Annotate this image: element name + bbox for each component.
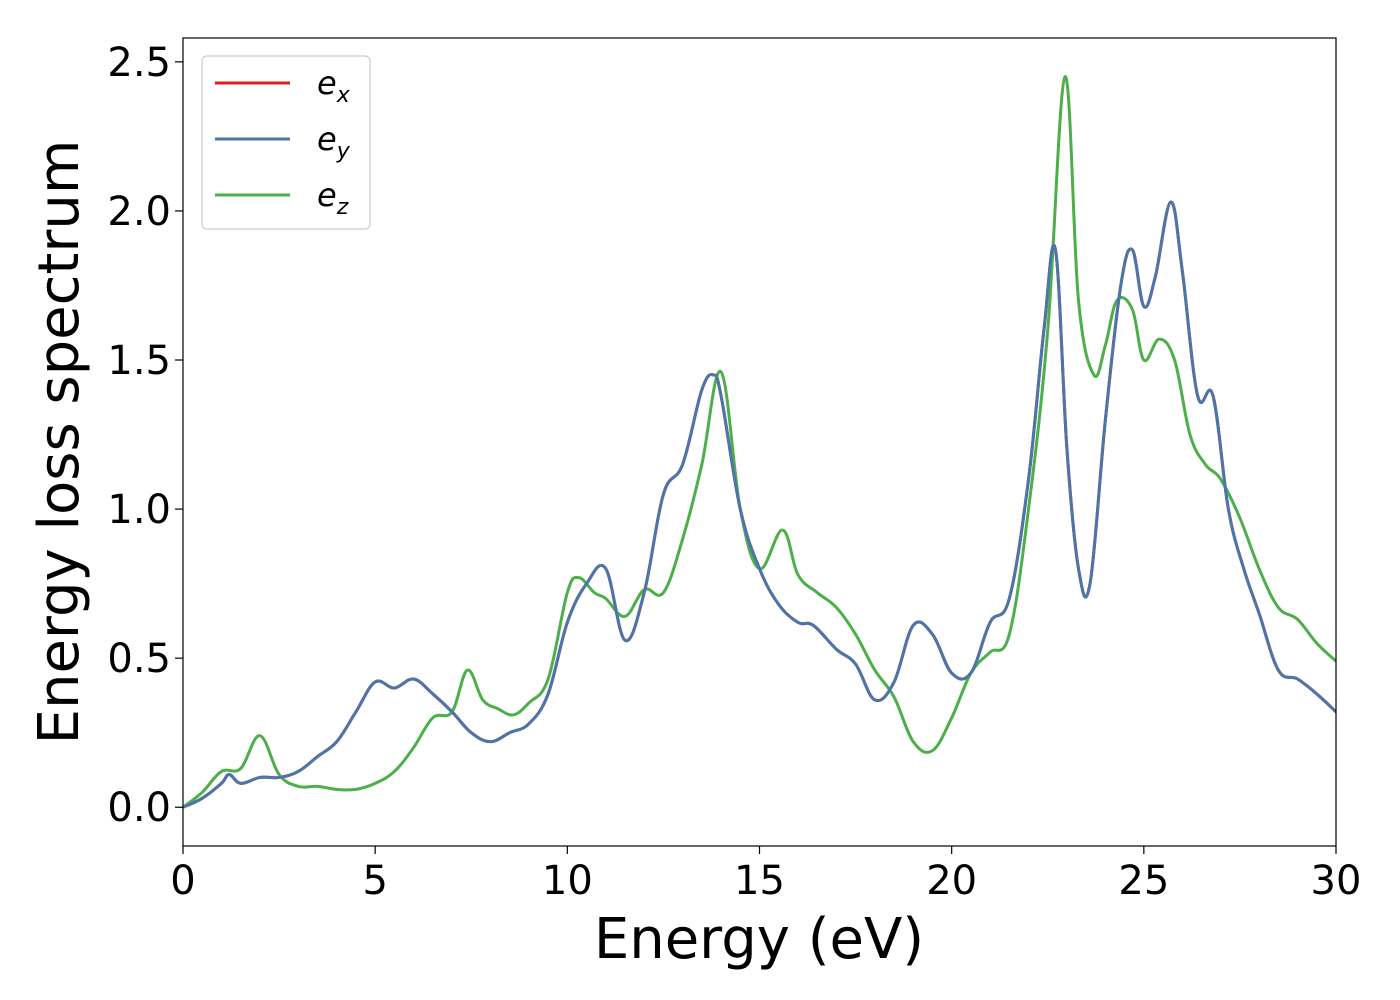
x-tick-label: 30 bbox=[1311, 858, 1362, 904]
series-layer bbox=[183, 75, 1336, 809]
legend: ex ey ez bbox=[201, 55, 371, 230]
legend-label-ex: ex bbox=[317, 64, 351, 108]
series-line-ey bbox=[183, 200, 1336, 809]
x-tick-label: 5 bbox=[362, 858, 387, 904]
y-tick-label: 0.5 bbox=[107, 636, 171, 682]
series-line-ez bbox=[183, 75, 1336, 809]
legend-box bbox=[201, 55, 371, 230]
plot-area bbox=[183, 38, 1336, 846]
x-tick-label: 20 bbox=[926, 858, 977, 904]
x-tick-label: 15 bbox=[734, 858, 785, 904]
x-tick-label: 10 bbox=[542, 858, 593, 904]
legend-label-ey: ey bbox=[317, 120, 351, 164]
y-tick-label: 2.0 bbox=[107, 189, 171, 235]
y-tick-label: 0.0 bbox=[107, 785, 171, 831]
y-tick-label: 1.5 bbox=[107, 338, 171, 384]
x-tick-label: 25 bbox=[1118, 858, 1169, 904]
y-tick-label: 1.0 bbox=[107, 487, 171, 533]
x-axis-ticks: 0 5 10 15 20 25 30 bbox=[170, 846, 1361, 904]
y-axis-ticks: 0.0 0.5 1.0 1.5 2.0 2.5 bbox=[107, 40, 183, 831]
y-tick-label: 2.5 bbox=[107, 40, 171, 86]
x-tick-label: 0 bbox=[170, 858, 195, 904]
x-axis-title: Energy (eV) bbox=[594, 907, 924, 972]
y-axis-title: Energy loss spectrum bbox=[27, 140, 92, 745]
legend-label-ez: ez bbox=[317, 176, 349, 220]
